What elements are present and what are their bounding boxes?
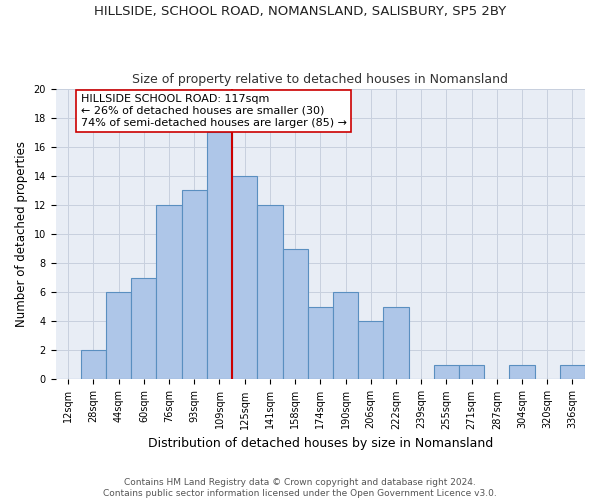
Y-axis label: Number of detached properties: Number of detached properties [15,141,28,327]
Bar [333,292,358,380]
Bar [207,132,232,380]
Bar [283,248,308,380]
Text: Contains HM Land Registry data © Crown copyright and database right 2024.
Contai: Contains HM Land Registry data © Crown c… [103,478,497,498]
Bar [434,365,459,380]
Bar [358,322,383,380]
Bar [131,278,157,380]
Title: Size of property relative to detached houses in Nomansland: Size of property relative to detached ho… [133,73,508,86]
Bar [257,205,283,380]
Bar [157,205,182,380]
Bar [509,365,535,380]
Bar [81,350,106,380]
X-axis label: Distribution of detached houses by size in Nomansland: Distribution of detached houses by size … [148,437,493,450]
Text: HILLSIDE SCHOOL ROAD: 117sqm
← 26% of detached houses are smaller (30)
74% of se: HILLSIDE SCHOOL ROAD: 117sqm ← 26% of de… [81,94,347,128]
Bar [308,306,333,380]
Bar [383,306,409,380]
Bar [560,365,585,380]
Bar [459,365,484,380]
Bar [182,190,207,380]
Bar [106,292,131,380]
Bar [232,176,257,380]
Text: HILLSIDE, SCHOOL ROAD, NOMANSLAND, SALISBURY, SP5 2BY: HILLSIDE, SCHOOL ROAD, NOMANSLAND, SALIS… [94,5,506,18]
